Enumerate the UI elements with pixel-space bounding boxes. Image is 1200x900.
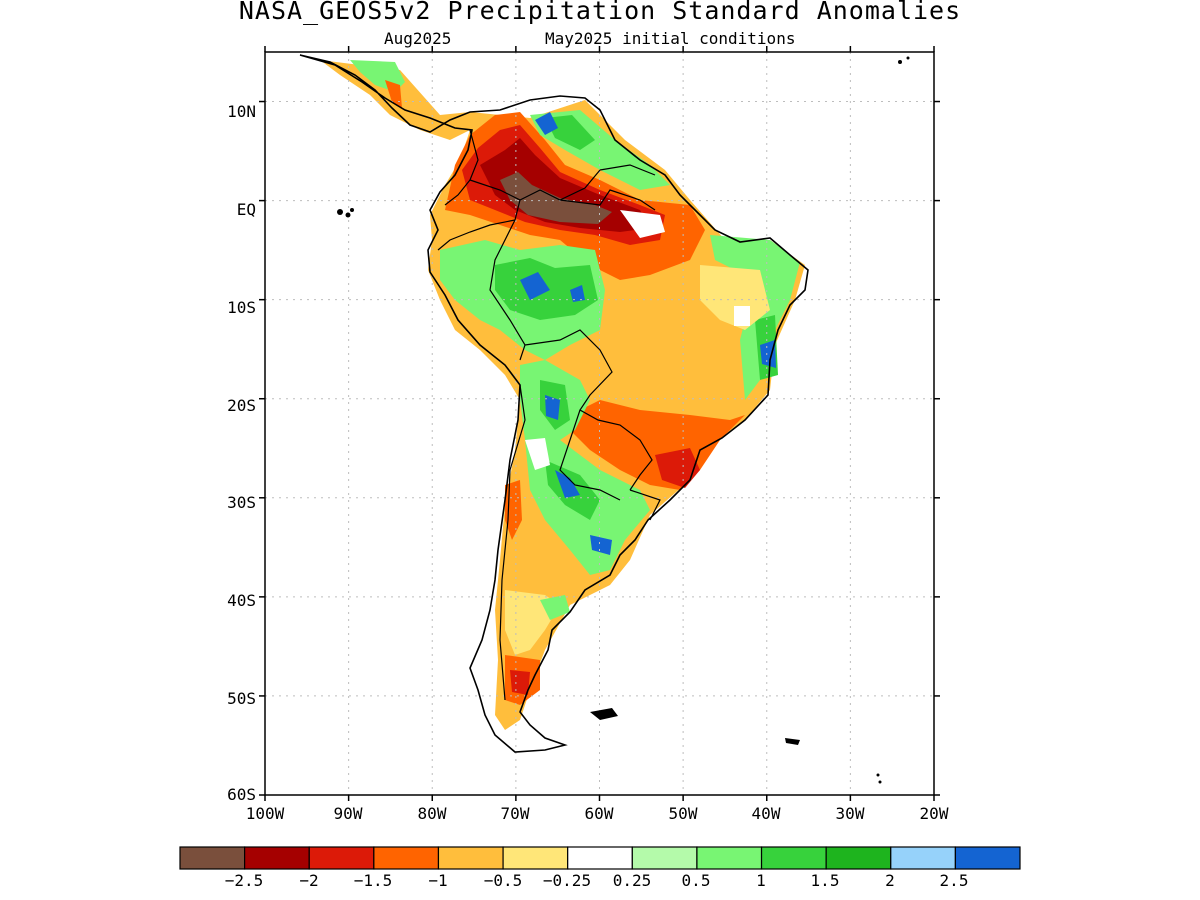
forecast-month: Aug2025: [384, 29, 452, 48]
lon-label-30w: 30W: [835, 804, 865, 823]
anomaly-patch: [655, 448, 700, 488]
anomaly-patch: [540, 595, 570, 620]
lat-lon-grid: [265, 52, 934, 795]
colorbar-label: −1: [428, 871, 448, 890]
colorbar-swatch: [567, 846, 633, 870]
colorbar-label: 0.25: [612, 871, 652, 890]
lon-label-90w: 90W: [333, 804, 363, 823]
lat-label-60s: 60S: [227, 785, 256, 804]
colorbar-label: −0.5: [483, 871, 523, 890]
lat-label-30s: 30S: [227, 493, 256, 512]
colorbar-label: 1.5: [810, 871, 840, 890]
colorbar-swatch: [308, 846, 375, 870]
anomaly-patch: [570, 285, 585, 302]
colorbar-label: 1: [756, 871, 766, 890]
map-title: NASA_GEOS5v2 Precipitation Standard Anom…: [238, 0, 962, 25]
colorbar-swatch: [244, 846, 310, 870]
islands: [337, 56, 910, 784]
colorbar-label: −0.25: [542, 871, 592, 890]
colorbar-label: −1.5: [353, 871, 393, 890]
lat-label-10n: 10N: [227, 102, 256, 121]
lon-label-60w: 60W: [584, 804, 614, 823]
anomaly-patch: [760, 340, 776, 368]
anomaly-patch: [385, 80, 402, 108]
anomaly-patch: [734, 306, 750, 326]
lat-label-20s: 20S: [227, 396, 256, 415]
colorbar-swatch: [696, 846, 763, 870]
lon-label-50w: 50W: [668, 804, 698, 823]
colorbar-swatch: [825, 846, 892, 870]
colorbar-swatch: [437, 846, 504, 870]
colorbar-swatch: [890, 846, 956, 870]
anomaly-patch: [520, 272, 550, 300]
lon-label-40w: 40W: [751, 804, 781, 823]
colorbar-label: 0.5: [681, 871, 711, 890]
anomaly-patch: [510, 670, 530, 695]
axis-ticks: [259, 46, 940, 801]
colorbar-label: 2: [885, 871, 895, 890]
colorbar-label: 2.5: [939, 871, 969, 890]
south-america-coastline: [299, 54, 809, 753]
colorbar-swatch: [179, 846, 246, 870]
anomaly-patch: [590, 535, 612, 555]
lon-label-100w: 100W: [245, 804, 285, 823]
anomaly-patch: [555, 470, 580, 498]
lon-label-80w: 80W: [417, 804, 447, 823]
initial-conditions: May2025 initial conditions: [545, 29, 796, 48]
anomaly-fields: [320, 60, 805, 730]
anomaly-patch: [620, 210, 665, 238]
anomaly-patch: [535, 112, 558, 135]
coastlines: [299, 54, 809, 753]
colorbar-swatch: [502, 846, 569, 870]
anomaly-patch: [545, 395, 560, 420]
colorbar-swatch: [760, 846, 827, 870]
lon-label-20w: 20W: [919, 804, 949, 823]
anomaly-patch: [545, 115, 595, 150]
lat-label-50s: 50S: [227, 689, 256, 708]
anomaly-patch: [700, 265, 770, 330]
anomaly-patch: [525, 438, 550, 470]
country-borders: [437, 129, 661, 701]
colorbar-label: −2.5: [224, 871, 264, 890]
colorbar: [179, 846, 1021, 870]
lat-label-10s: 10S: [227, 298, 256, 317]
lat-label-40s: 40S: [227, 591, 256, 610]
lon-label-70w: 70W: [500, 804, 530, 823]
colorbar-swatch: [954, 846, 1021, 870]
lat-label-eq: EQ: [236, 200, 256, 219]
colorbar-swatch: [373, 846, 440, 870]
colorbar-label: −2: [299, 871, 319, 890]
colorbar-swatch: [631, 846, 698, 870]
